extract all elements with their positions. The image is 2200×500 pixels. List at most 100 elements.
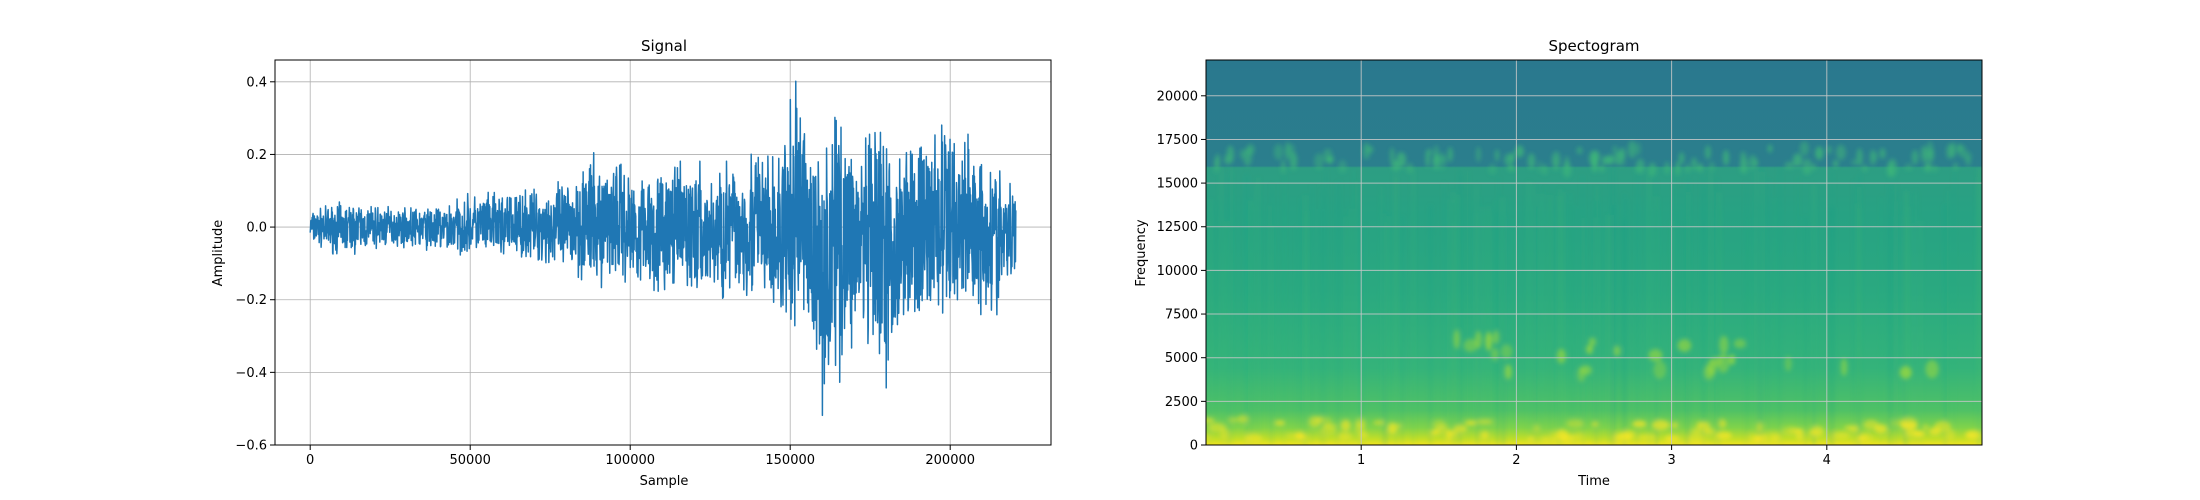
spectrogram-lowfreq-energy	[1338, 432, 1352, 441]
spectrogram-streak	[1448, 199, 1451, 445]
spectrogram-lowfreq-energy	[1573, 432, 1586, 442]
spectrogram-speckle	[1281, 159, 1286, 174]
spectrogram-lowfreq-energy	[1900, 421, 1918, 430]
spectrogram-streak	[1336, 181, 1339, 445]
spectrogram-streak	[1594, 201, 1598, 445]
spectrogram-speckle	[1950, 142, 1956, 158]
signal-line	[309, 80, 1017, 417]
spectrogram-speckle	[1920, 145, 1927, 162]
spectrogram-speckle	[1664, 161, 1670, 174]
signal-chart: Signal 0 50000 100000 150000 200000 −0.6 −0.4 −…	[211, 37, 1052, 489]
spectrogram-streak	[1757, 201, 1760, 445]
spectrogram-speckle	[1488, 163, 1497, 175]
spectrogram-speckle	[1927, 141, 1934, 157]
spectrogram-lowfreq-energy	[1446, 429, 1458, 437]
spectrogram-streak	[1344, 216, 1348, 445]
spectrogram-y-tick-label: 7500	[1165, 308, 1198, 323]
signal-y-tick-label: 0.0	[246, 221, 267, 236]
spectrogram-streak	[1580, 174, 1585, 445]
spectrogram-streak	[1953, 168, 1956, 445]
spectrogram-streak	[1268, 205, 1272, 445]
spectrogram-streak	[1904, 191, 1908, 445]
spectrogram-streak	[1283, 174, 1286, 445]
spectrogram-blob	[1453, 329, 1460, 349]
spectrogram-speckle	[1527, 153, 1536, 170]
spectrogram-speckle	[1362, 142, 1371, 160]
spectrogram-speckle	[1590, 150, 1601, 161]
spectrogram-lowfreq-energy	[1638, 434, 1655, 441]
spectrogram-speckle	[1704, 145, 1711, 160]
spectrogram-speckle	[1802, 158, 1812, 175]
spectrogram-lowfreq-energy	[1718, 418, 1727, 429]
spectrogram-lowfreq-energy	[1373, 420, 1385, 426]
spectrogram-speckle	[1406, 163, 1414, 174]
spectrogram-streak	[1548, 195, 1553, 445]
spectrogram-streak	[1458, 167, 1462, 445]
spectrogram-speckle	[1836, 144, 1846, 161]
spectrogram-streak	[1679, 189, 1682, 445]
spectrogram-x-tick-label: 4	[1823, 453, 1831, 468]
signal-y-tick-label: 0.2	[246, 148, 267, 163]
spectrogram-speckle	[1246, 144, 1255, 156]
spectrogram-lowfreq-energy	[1533, 425, 1540, 432]
spectrogram-streak	[1249, 200, 1254, 445]
spectrogram-streak	[1717, 206, 1721, 445]
spectrogram-streak	[1270, 225, 1274, 445]
spectrogram-speckle	[1740, 151, 1747, 160]
spectrogram-y-tick-label: 20000	[1157, 89, 1198, 104]
spectrogram-streak	[1624, 199, 1628, 445]
spectrogram-streak	[1744, 181, 1749, 445]
spectrogram-lowfreq-energy	[1904, 430, 1922, 437]
spectrogram-streak	[1539, 193, 1543, 445]
spectrogram-streak	[1411, 169, 1415, 445]
spectrogram-y-tick-label: 2500	[1165, 395, 1198, 410]
spectrogram-streak	[1225, 221, 1229, 445]
spectrogram-blob	[1588, 337, 1597, 347]
spectrogram-speckle	[1476, 146, 1481, 163]
spectrogram-streak	[1208, 199, 1213, 445]
spectrogram-speckle	[1931, 165, 1938, 172]
spectrogram-lowfreq-energy	[1833, 431, 1850, 440]
spectrogram-streak	[1296, 225, 1298, 445]
spectrogram-speckle	[1635, 142, 1642, 156]
spectrogram-speckle	[1223, 154, 1232, 165]
spectrogram-streak	[1613, 205, 1616, 445]
spectrogram-streak	[1452, 203, 1454, 445]
spectrogram-y-tick-label: 0	[1190, 439, 1198, 454]
spectrogram-streak	[1557, 195, 1561, 445]
spectrogram-streak	[1596, 185, 1599, 445]
spectrogram-speckle	[1636, 158, 1645, 174]
spectrogram-streak	[1607, 215, 1611, 445]
spectrogram-streak	[1914, 190, 1918, 445]
spectrogram-speckle	[1507, 165, 1516, 172]
spectrogram-streak	[1228, 172, 1230, 445]
spectrogram-texture	[1206, 140, 1982, 445]
spectrogram-x-tick-label: 2	[1512, 453, 1520, 468]
spectrogram-blob	[1490, 347, 1499, 361]
spectrogram-speckle	[1862, 164, 1868, 172]
spectrogram-streak	[1219, 166, 1223, 445]
spectrogram-speckle	[1904, 163, 1913, 171]
spectrogram-x-tick-label: 1	[1357, 453, 1365, 468]
spectrogram-speckle	[1679, 152, 1685, 165]
spectrogram-streak	[1385, 222, 1387, 445]
spectrogram-lowfreq-energy	[1549, 431, 1567, 439]
spectrogram-streak	[1532, 184, 1535, 445]
spectrogram-speckle	[1562, 161, 1572, 178]
spectrogram-lowfreq-energy	[1207, 422, 1226, 432]
spectrogram-blob	[1556, 349, 1566, 364]
spectrogram-streak	[1977, 168, 1982, 445]
spectrogram-streak	[1909, 222, 1913, 445]
spectrogram-streak	[1896, 201, 1899, 445]
spectrogram-lowfreq-energy	[1758, 433, 1767, 445]
spectrogram-speckle	[1289, 152, 1298, 171]
spectrogram-blob	[1463, 338, 1478, 353]
signal-y-tick-label: −0.2	[235, 293, 267, 308]
spectrogram-streak	[1319, 208, 1322, 445]
spectrogram-streak	[1353, 168, 1355, 445]
spectrogram-streak	[1300, 197, 1304, 445]
spectrogram-lowfreq-energy	[1340, 419, 1351, 432]
spectrogram-streak	[1324, 167, 1327, 445]
spectrogram-speckle	[1648, 162, 1657, 177]
